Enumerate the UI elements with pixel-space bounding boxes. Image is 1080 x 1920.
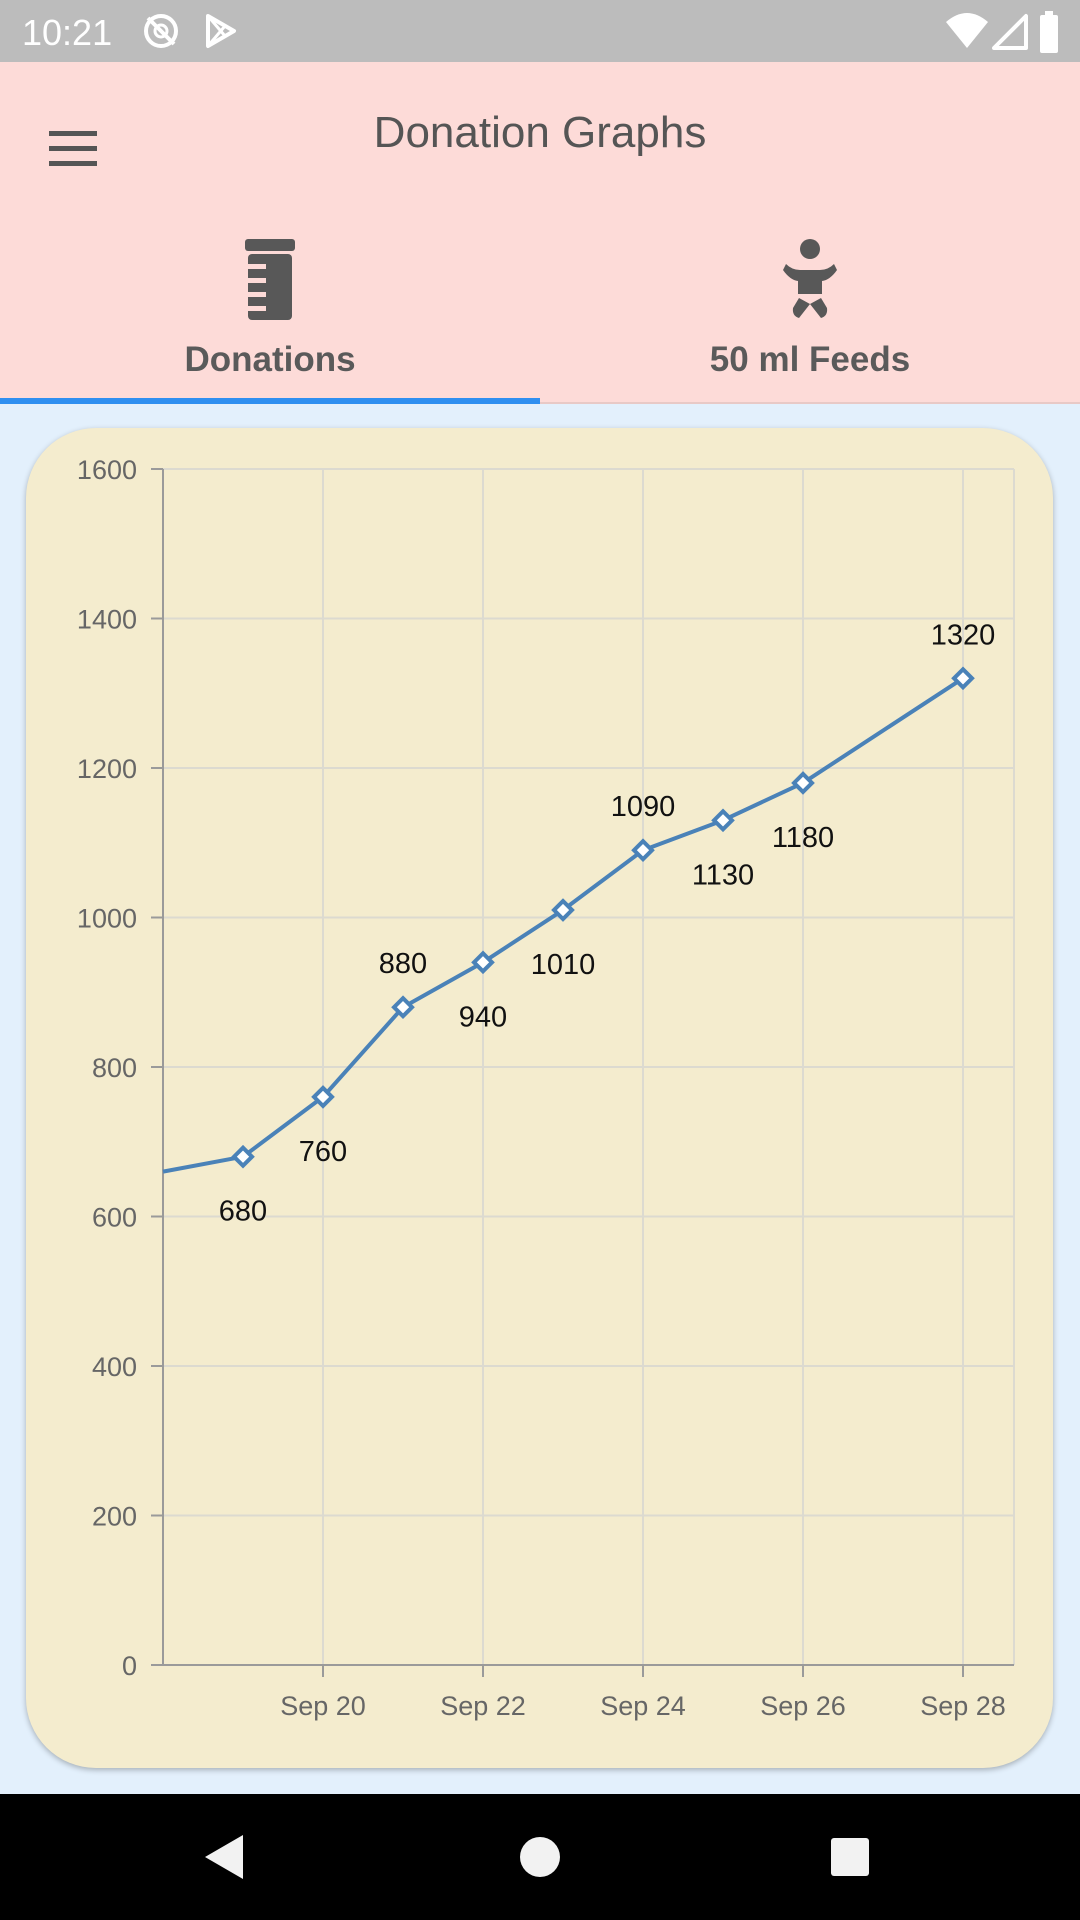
x-tick-label: Sep 20 xyxy=(280,1691,366,1721)
home-icon[interactable] xyxy=(510,1827,570,1887)
battery-icon xyxy=(1040,11,1058,53)
page-title: Donation Graphs xyxy=(373,108,707,157)
cell-signal-icon xyxy=(992,14,1028,50)
tab-50ml-feeds[interactable]: 50 ml Feeds xyxy=(540,232,1080,402)
wifi-icon xyxy=(946,13,988,48)
status-time: 10:21 xyxy=(22,12,113,53)
data-point-marker xyxy=(391,995,415,1020)
play-store-icon xyxy=(206,14,236,48)
x-tick-label: Sep 26 xyxy=(760,1691,846,1721)
donations-line-chart: 0 200 400 600 800 1000 1200 1400 1600 Sep 20 Sep 2… xyxy=(77,455,1015,1721)
data-point-marker xyxy=(311,1085,335,1109)
recents-icon[interactable] xyxy=(820,1827,880,1887)
y-tick-label: 400 xyxy=(92,1352,137,1382)
y-tick-label: 0 xyxy=(122,1651,137,1681)
back-icon[interactable] xyxy=(195,1827,255,1887)
data-label: 940 xyxy=(459,1001,507,1033)
chart-card: 0 200 400 600 800 1000 1200 1400 1600 Sep 20 Sep 2… xyxy=(26,428,1053,1768)
y-tick-label: 1000 xyxy=(77,904,137,934)
data-point-marker xyxy=(711,808,735,833)
menu-button[interactable] xyxy=(36,112,110,186)
y-tick-label: 200 xyxy=(92,1502,137,1532)
data-point-marker xyxy=(791,771,815,795)
data-label: 1090 xyxy=(611,791,676,823)
tab-label: 50 ml Feeds xyxy=(709,340,911,379)
y-tick-label: 1200 xyxy=(77,754,137,784)
data-label: 1320 xyxy=(931,619,996,651)
y-tick-label: 1400 xyxy=(77,605,137,635)
y-tick-label: 600 xyxy=(92,1203,137,1233)
data-label: 1180 xyxy=(772,822,834,854)
data-point-marker xyxy=(631,838,655,863)
tab-donations[interactable]: Donations xyxy=(0,232,540,402)
data-point-marker xyxy=(551,898,575,922)
x-tick-label: Sep 22 xyxy=(440,1691,526,1721)
data-point-marker xyxy=(231,1144,255,1169)
series-line xyxy=(162,676,965,1174)
y-tick-label: 800 xyxy=(92,1053,137,1083)
data-label: 680 xyxy=(219,1196,267,1228)
hamburger-menu-icon xyxy=(49,131,97,166)
data-point-marker xyxy=(951,666,975,691)
data-point-marker xyxy=(471,950,495,975)
data-label: 760 xyxy=(299,1136,347,1168)
data-label: 1010 xyxy=(531,949,596,981)
sync-disabled-icon xyxy=(144,14,178,48)
x-tick-label: Sep 24 xyxy=(600,1691,686,1721)
data-label: 880 xyxy=(379,948,427,980)
status-bar: 10:21 xyxy=(0,0,1080,62)
x-tick-label: Sep 28 xyxy=(920,1691,1006,1721)
tab-divider xyxy=(540,402,1080,404)
tab-label: Donations xyxy=(184,340,356,379)
baby-icon xyxy=(783,239,837,318)
data-label: 1130 xyxy=(692,859,754,891)
milk-bottle-icon xyxy=(245,239,295,320)
nav-bar xyxy=(0,1794,1080,1920)
tab-indicator xyxy=(0,398,540,404)
y-tick-label: 1600 xyxy=(77,455,137,485)
app-bar: Donation Graphs Donations 50 ml Feeds xyxy=(0,62,1080,404)
